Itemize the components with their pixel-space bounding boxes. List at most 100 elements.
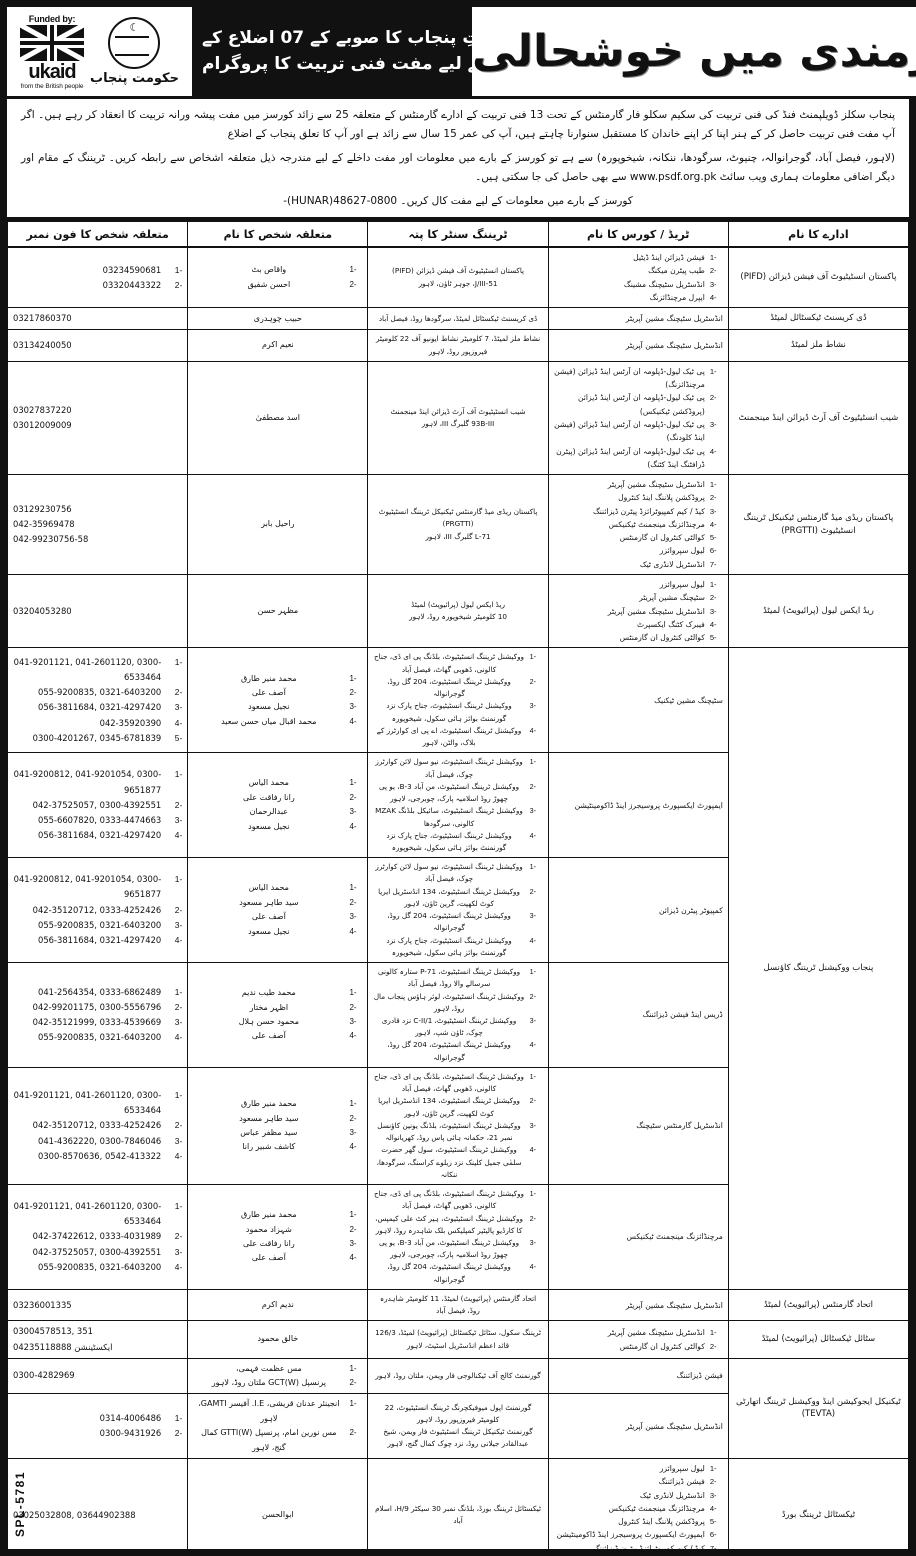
list-item: 1- 041-9201121, 041-2601120, 0300-6533464 — [13, 655, 183, 685]
list-item: 2- شہزاد محمود — [193, 1223, 362, 1237]
item-number: 4- — [529, 1262, 537, 1272]
item-text: سٹیچنگ مشین آپریٹر — [639, 593, 705, 603]
list-item: 2- مس نورین امام، پرنسپل GTTI(W) کمال گنج… — [193, 1426, 362, 1455]
list-item: 1- انڈسٹریل سٹیچنگ مشین آپریٹر — [554, 478, 723, 491]
list-item: 2- سید طاہر مسعود — [193, 896, 362, 910]
list-item: 3- ووکیشنل ٹریننگ انسٹیٹیوٹ، جناح پارک نز… — [373, 700, 542, 724]
list-item: 2- ووکیشنل ٹریننگ انسٹیٹیوٹ، 134 انڈسٹریل… — [373, 886, 542, 910]
cell-institution: ریڈ ایکس لیول (پرائیویٹ) لمیٹڈ — [727, 574, 909, 649]
table-row: پاکستان انسٹیٹیوٹ آف فیشن ڈیزائن (PIFD) 1… — [7, 246, 909, 309]
text-line: ابوالحسن — [262, 1509, 294, 1519]
cell-institution: ٹیکنیکل ایجوکیشن اینڈ ووکیشنل ٹریننگ اتھ… — [727, 1357, 909, 1460]
item-number: 1- — [709, 480, 717, 490]
list-item: 4- 042-35920390 — [13, 716, 183, 731]
list-item: 1- لیول سپروائزر — [554, 578, 723, 591]
text-line: ٹیکسٹائل ٹریننگ بورڈ، بلڈنگ نمبر 30 سیکٹ… — [375, 1503, 541, 1526]
item-number: 1- — [709, 580, 717, 590]
cell-courses: فیشن ڈیزائننگ — [547, 1357, 729, 1395]
list-item: 3- 056-3811684, 0321-4297420 — [13, 700, 182, 715]
table-row: ایمپورٹ ایکسپورٹ پروسیجرز اینڈ ڈاکومینٹی… — [7, 752, 909, 859]
item-text: محمد الیاس — [248, 778, 289, 788]
list-item: 2- پرنسپل GCT(W) ملتان روڈ، لاہور — [193, 1376, 362, 1390]
list-item: 3- ووکیشنل ٹریننگ انسٹیٹیوٹ، من آباد 3-B،… — [373, 1237, 542, 1261]
item-text: 042-35920390 — [99, 717, 162, 728]
cell-institution: پاکستان انسٹیٹیوٹ آف فیشن ڈیزائن (PIFD) — [727, 246, 909, 309]
item-text: 056-3811684, 0321-4297420 — [37, 829, 162, 840]
item-number: 2- — [709, 266, 717, 276]
item-text: 042-35121999, 0333-4539669 — [32, 1017, 162, 1028]
text-line: 03027837220 — [13, 404, 72, 415]
cell-person: خالق محمود — [187, 1320, 369, 1359]
list-item: 3- ووکیشنل ٹریننگ انسٹیٹیوٹ، 1/C-II نزد ق… — [373, 1015, 542, 1039]
list-item: 1- ووکیشنل ٹریننگ انسٹیٹیوٹ، بلڈنگ پی ای … — [373, 1071, 542, 1095]
cell-phone: 03236001335 — [7, 1288, 189, 1322]
item-number: 1- — [349, 1210, 357, 1220]
item-number: 1- — [349, 1363, 357, 1373]
list-item: 3- 055-9200835, 0321-6403200 — [13, 918, 182, 933]
item-text: ایپرل مرچنڈائزنگ — [649, 292, 705, 302]
item-text: ووکیشنل ٹریننگ انسٹیٹیوٹ، بلڈنگ پی ای ڈی… — [374, 1071, 525, 1094]
item-text: محمد اقبال میاں حسن سعید — [221, 716, 317, 726]
text-line: انڈسٹریل سٹیچنگ مشین آپریٹر — [625, 1300, 723, 1310]
item-number: 4- — [174, 1150, 183, 1161]
item-text: پی ٹیک لیول-ڈپلومہ ان آرٹس اینڈ ڈیزائن (… — [578, 393, 705, 416]
list-item: 1- محمد منیر طارق — [193, 1097, 362, 1111]
intro-section: پنجاب سکلز ڈویلپمنٹ فنڈ کی فنی تربیت کی … — [7, 99, 909, 221]
item-number: 2- — [174, 1001, 183, 1012]
intro-paragraph-2: (لاہور، فیصل آباد، گوجرانوالہ، چنیوٹ، سر… — [21, 151, 895, 184]
list-item: 1- لیول سپروائزر — [554, 1462, 723, 1475]
cell-address: 1- ووکیشنل ٹریننگ انسٹیٹیوٹ، نیو سول لائن… — [367, 857, 549, 964]
list-item: 2- ووکیشنل ٹریننگ انسٹیٹیوٹ، 134 انڈسٹریل… — [373, 1095, 542, 1119]
cell-person: اسد مصطفیٰ — [187, 360, 369, 476]
item-number: 1- — [349, 265, 357, 275]
list-item: 4- 0300-8570636, 0542-413322 — [13, 1149, 182, 1164]
item-number: 4- — [529, 1040, 537, 1050]
item-text: شہزاد محمود — [245, 1224, 292, 1234]
cell-address: 1- ووکیشنل ٹریننگ انسٹیٹیوٹ، بلڈنگ پی ای … — [367, 647, 549, 754]
list-item: 5- 0300-4201267, 0345-6781839 — [13, 731, 183, 746]
item-text: 0314-4006486 — [99, 1413, 162, 1424]
list-item: 1- پی ٹیک لیول-ڈپلومہ ان آرٹس اینڈ ڈیزائن… — [554, 365, 723, 392]
cell-person: ندیم اکرم — [187, 1288, 369, 1322]
item-number: 2- — [349, 897, 357, 907]
text-line: ایمپورٹ ایکسپورٹ پروسیجرز اینڈ ڈاکومینٹی… — [574, 800, 723, 810]
item-text: پروڈکشن پلاننگ اینڈ کنٹرول — [618, 1517, 705, 1527]
list-item: 2- 042-37525057, 0300-4392551 — [13, 798, 183, 813]
col-institution: ادارے کا نام — [727, 220, 909, 249]
government-of-punjab-logo: ☾ حکومت پنجاب — [90, 17, 179, 86]
cell-courses: 1- لیول سپروائزر 2- سٹیچنگ مشین آپریٹر 3- انڈ… — [547, 574, 729, 649]
text-line: 042-99230756-58 — [13, 534, 89, 545]
item-number: 7- — [709, 1543, 717, 1549]
item-text: ووکیشنل ٹریننگ انسٹیٹیوٹ، 204 گل روڈ، گو… — [387, 676, 511, 699]
item-text: مرچنڈائزنگ مینجمنٹ ٹیکنیکس — [608, 1503, 705, 1513]
item-number: 3- — [709, 606, 717, 616]
list-item: 2- رانا رفاقت علی — [193, 791, 362, 805]
cell-institution: سٹائل ٹیکسٹائل (پرائیویٹ) لمیٹڈ — [727, 1320, 909, 1359]
list-item: 3- آصف علی — [193, 910, 362, 924]
list-item: 4- محمد اقبال میاں حسن سعید — [193, 715, 362, 729]
text-line: سٹیچنگ مشین ٹیکنیک — [654, 695, 723, 705]
text-line: نعیم اکرم — [261, 340, 294, 350]
item-text: ووکیشنل ٹریننگ انسٹیٹیوٹ، نیو سول لائن ک… — [375, 862, 523, 884]
item-text: کاشف شبیر رانا — [242, 1142, 296, 1152]
item-text: 041-2564354, 0333-6862489 — [37, 986, 162, 997]
item-number: 3- — [174, 1246, 183, 1257]
item-text: 042-99201175, 0300-5556796 — [32, 1001, 162, 1012]
cell-phone: 03025032808, 03644902388 — [7, 1457, 189, 1549]
text-line: 03204053280 — [13, 605, 72, 616]
item-text: انڈسٹریل لانڈری ٹیک — [639, 1490, 705, 1500]
list-item: 4- پی ٹیک لیول-ڈپلومہ ان آرٹس اینڈ ڈیزائن… — [554, 445, 723, 472]
cell-phone: 03027837220 03012009009 — [7, 360, 189, 476]
funder-logos: Funded by: ukaid from the British people… — [7, 7, 192, 96]
item-number: 1- — [174, 657, 183, 668]
cell-institution: پاکستان ریڈی میڈ گارمنٹس ٹیکنیکل ٹریننگ … — [727, 474, 909, 576]
item-number: 3- — [349, 912, 357, 922]
item-text: 056-3811684, 0321-4297420 — [37, 934, 162, 945]
cell-person: 1- محمد الیاس 2- سید طاہر مسعود 3- آصف علی 4- ن… — [187, 857, 369, 964]
col-phone: متعلقہ شخص کا فون نمبر — [7, 220, 189, 249]
text-line: ریڈ ایکس لیول (پرائیویٹ) لمیٹڈ — [411, 600, 505, 610]
item-text: آصف علی — [251, 1253, 286, 1263]
list-item: 2- 055-9200835, 0321-6403200 — [13, 685, 182, 700]
item-number: 3- — [174, 1135, 183, 1146]
